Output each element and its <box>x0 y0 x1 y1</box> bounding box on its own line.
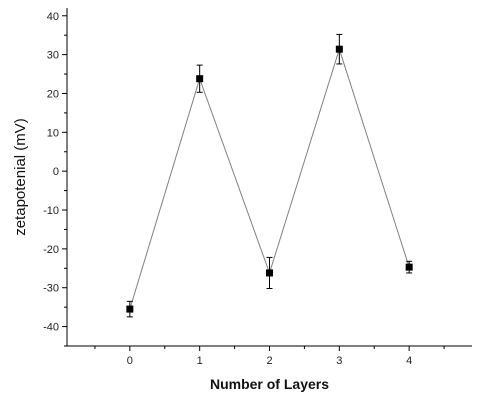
y-tick-label: 0 <box>53 166 59 178</box>
y-axis-title: zetapotenial (mV) <box>12 118 29 236</box>
x-tick-label: 4 <box>406 355 412 367</box>
y-tick-label: 20 <box>47 88 59 100</box>
axes: -40 -30 -20 -10 0 10 20 30 40 0 1 2 3 4 <box>43 8 472 367</box>
y-tick-label: -10 <box>43 205 59 217</box>
data-point <box>126 305 134 313</box>
x-tick-label: 3 <box>336 355 342 367</box>
data-point <box>335 45 343 53</box>
y-tick-label: 30 <box>47 50 59 62</box>
x-tick-label: 2 <box>266 355 272 367</box>
data-point <box>405 263 413 271</box>
x-axis-title: Number of Layers <box>210 376 329 392</box>
x-tick-label: 1 <box>197 355 203 367</box>
y-tick-label: -20 <box>43 244 59 256</box>
y-tick-label: -30 <box>43 283 59 295</box>
y-tick-label: 40 <box>47 11 59 23</box>
series-layer <box>126 33 413 318</box>
data-point <box>266 269 273 277</box>
y-tick-label: -40 <box>43 322 59 334</box>
x-tick-label: 0 <box>127 355 133 367</box>
y-tick-label: 10 <box>47 127 59 139</box>
data-point <box>196 75 204 83</box>
